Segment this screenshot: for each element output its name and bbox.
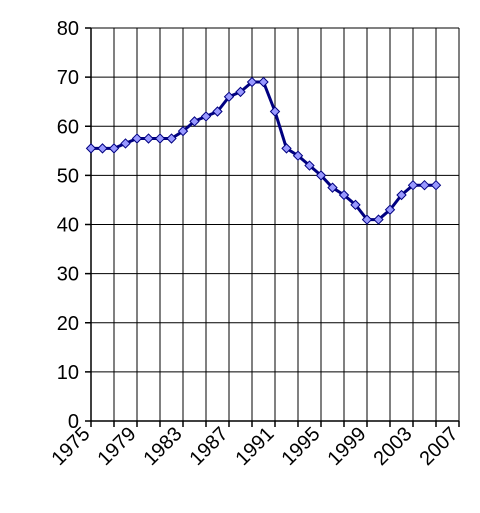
x-tick-label: 1987: [186, 423, 233, 470]
data-point: [258, 76, 269, 88]
data-point: [419, 179, 430, 191]
x-tick-label: 1995: [278, 423, 325, 470]
x-tick-label: 2003: [370, 423, 417, 470]
data-point: [350, 199, 361, 211]
data-point: [304, 160, 315, 171]
data-series: [85, 76, 442, 225]
data-point: [189, 116, 200, 127]
data-point: [373, 214, 384, 225]
gridlines: [90, 27, 460, 422]
x-tick-label: 1979: [94, 423, 141, 470]
data-point: [120, 138, 131, 149]
y-tick-label: 60: [57, 116, 79, 138]
x-tick-label: 1983: [140, 423, 187, 470]
data-point: [131, 133, 143, 144]
data-point: [361, 214, 373, 225]
data-point: [384, 204, 396, 215]
x-tick-label: 1991: [232, 423, 279, 470]
y-tick-label: 0: [68, 411, 79, 433]
data-point: [407, 179, 419, 191]
data-point: [292, 150, 304, 161]
data-point: [315, 170, 327, 181]
data-point: [269, 106, 281, 117]
data-point: [143, 133, 154, 144]
data-point: [200, 111, 212, 122]
x-tick-label: 1999: [324, 423, 371, 470]
y-tick-label: 20: [57, 313, 79, 335]
y-tick-label: 30: [57, 264, 79, 286]
data-point: [212, 106, 223, 117]
data-point: [338, 189, 350, 201]
data-point: [154, 133, 166, 144]
axes: [85, 27, 460, 427]
data-point: [327, 182, 338, 193]
data-point: [246, 76, 258, 88]
data-point: [166, 133, 177, 144]
data-point: [97, 143, 108, 154]
x-tick-label: 2007: [416, 423, 463, 470]
data-point: [177, 125, 189, 137]
y-tick-label: 10: [57, 362, 79, 384]
y-tick-label: 50: [57, 165, 79, 187]
data-point: [396, 189, 407, 201]
series-line: [91, 80, 436, 222]
data-point: [108, 143, 120, 154]
data-point: [223, 91, 235, 102]
y-tick-label: 80: [57, 18, 79, 40]
data-point: [85, 143, 97, 154]
data-point: [430, 179, 442, 191]
y-tick-label: 40: [57, 215, 79, 237]
data-point: [281, 143, 292, 154]
y-tick-label: 70: [57, 67, 79, 89]
data-point: [235, 86, 246, 98]
y-tick-labels: 0 10 20 30 40 50 60 70 80: [57, 18, 79, 433]
x-tick-label: 1975: [48, 423, 95, 470]
